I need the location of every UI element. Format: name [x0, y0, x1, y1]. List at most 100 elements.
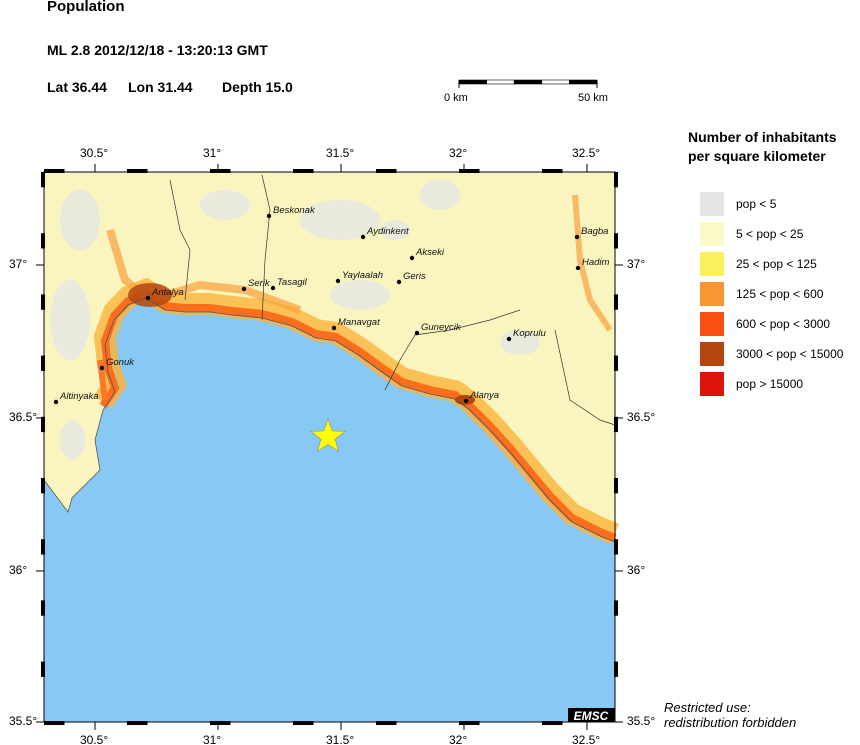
scale-bar-segment — [486, 79, 515, 85]
legend-swatch — [700, 372, 724, 396]
legend-item: pop < 5 — [700, 192, 776, 216]
city-label: Geris — [403, 271, 426, 282]
event-depth: Depth 15.0 — [222, 79, 293, 95]
city-label: Altinyaka — [59, 391, 99, 402]
low-pop-area — [380, 220, 410, 240]
scale-end: 50 km — [578, 92, 608, 104]
city-label: Serik — [248, 278, 271, 289]
province-border — [554, 329, 616, 426]
frame-tick — [614, 355, 618, 371]
frame-tick — [614, 294, 618, 310]
usage-note: Restricted use: redistribution forbidden — [664, 700, 796, 730]
frame-tick — [614, 600, 618, 616]
city-label: Yaylaalah — [342, 270, 383, 281]
frame-tick — [614, 416, 618, 433]
city-marker — [99, 365, 105, 371]
pop-corridor — [106, 228, 302, 314]
event-lon: Lon 31.44 — [128, 79, 193, 95]
note-line2: redistribution forbidden — [664, 715, 797, 730]
legend-item: 3000 < pop < 15000 — [700, 342, 843, 366]
city-label: Tasagil — [277, 277, 308, 288]
lat-tick-label: 35.5° — [9, 714, 38, 728]
frame-tick — [614, 233, 618, 249]
city-marker — [409, 255, 415, 261]
epicenter-star-icon — [309, 417, 347, 453]
coastline — [43, 297, 616, 543]
low-pop-area — [50, 280, 90, 360]
low-pop-area — [60, 420, 85, 460]
city-marker — [414, 330, 420, 336]
city-label: Antalya — [151, 287, 184, 298]
emsc-logo-text: EMSC — [574, 709, 609, 723]
map-frame — [43, 171, 616, 723]
scale-bar-segment — [458, 79, 487, 85]
city-marker — [241, 286, 247, 292]
lon-tick-label: 31.5° — [326, 733, 355, 745]
legend-label: 5 < pop < 25 — [736, 227, 804, 241]
low-pop-area — [60, 190, 100, 250]
lat-tick-label: 36.5° — [9, 410, 38, 424]
lon-tick-label: 30.5° — [80, 733, 109, 745]
legend-title-line1: Number of inhabitants — [688, 129, 837, 145]
lon-tick-label: 32° — [449, 146, 468, 160]
city-marker — [396, 279, 402, 285]
lat-tick-label: 36° — [9, 563, 28, 577]
frame-tick — [41, 172, 45, 188]
lon-tick-label: 30.5° — [80, 146, 109, 160]
frame-tick — [614, 478, 618, 494]
city-label: Alanya — [469, 390, 499, 401]
legend-item: 5 < pop < 25 — [700, 222, 803, 246]
low-pop-area — [420, 180, 460, 210]
legend-item: pop > 15000 — [700, 372, 803, 396]
city-label: Bagba — [581, 226, 608, 237]
legend-label: pop < 5 — [736, 197, 777, 211]
legend-label: 3000 < pop < 15000 — [736, 347, 844, 361]
pop-corridor — [572, 194, 613, 332]
frame-tick — [44, 169, 65, 173]
lat-tick-label: 35.5° — [627, 714, 656, 728]
coastal-dense-band — [99, 289, 617, 542]
city-marker — [266, 213, 272, 219]
low-pop-area — [500, 330, 540, 355]
frame-tick — [41, 294, 45, 310]
scale-bar-segment — [569, 79, 598, 85]
frame-tick — [614, 539, 618, 555]
legend-title-line2: per square kilometer — [688, 148, 826, 164]
city-marker — [574, 234, 580, 240]
province-border — [169, 179, 191, 301]
city-marker — [270, 285, 276, 291]
frame-tick — [459, 169, 480, 173]
city-marker — [463, 398, 469, 404]
frame-tick — [293, 169, 314, 173]
event-info: ML 2.8 2012/12/18 - 13:20:13 GMT — [47, 42, 268, 58]
lon-tick-label: 31° — [203, 733, 222, 745]
frame-tick — [542, 169, 563, 173]
note-line1: Restricted use: — [664, 700, 751, 715]
frame-tick — [41, 600, 45, 616]
frame-tick — [542, 721, 563, 725]
province-border — [384, 309, 521, 391]
province-border — [261, 174, 271, 321]
legend-label: 125 < pop < 600 — [736, 287, 824, 301]
event-lat: Lat 36.44 — [47, 79, 107, 95]
frame-tick — [41, 355, 45, 371]
frame-tick — [41, 233, 45, 249]
city-label: Guneycik — [421, 322, 462, 333]
lon-tick-label: 32.5° — [572, 146, 601, 160]
lon-tick-label: 32° — [449, 733, 468, 745]
low-pop-area — [200, 190, 250, 220]
legend-swatch — [700, 312, 724, 336]
lon-tick-label: 31° — [203, 146, 222, 160]
city-marker — [335, 278, 341, 284]
legend-swatch — [700, 342, 724, 366]
legend-swatch — [700, 192, 724, 216]
legend-swatch — [700, 252, 724, 276]
emsc-logo — [568, 708, 615, 722]
frame-tick — [459, 721, 480, 725]
legend-label: 25 < pop < 125 — [736, 257, 817, 271]
legend-swatch — [700, 222, 724, 246]
city-label: Aydinkent — [366, 226, 409, 237]
legend-item: 25 < pop < 125 — [700, 252, 817, 276]
